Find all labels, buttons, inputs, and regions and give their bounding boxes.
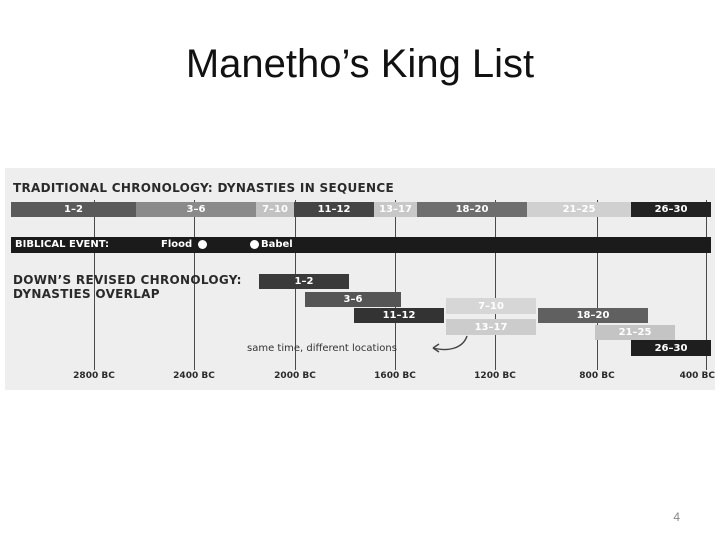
gridline-2400: [194, 200, 195, 370]
flood-label: Flood: [161, 239, 193, 250]
chronology-figure: TRADITIONAL CHRONOLOGY: DYNASTIES IN SEQ…: [5, 168, 715, 390]
revised-dynasty-13-17: 13–17: [446, 319, 536, 335]
axis-label-2400bc: 2400 BC: [173, 371, 215, 381]
biblical-event-band: [11, 237, 711, 253]
page-number: 4: [673, 510, 680, 524]
revised-dynasty-11-12: 11–12: [354, 308, 444, 323]
traditional-dynasty-18-20: 18–20: [417, 202, 527, 217]
revised-dynasty-21-25: 21–25: [595, 325, 675, 340]
revised-dynasty-1-2: 1–2: [259, 274, 349, 289]
flood-dot-icon: [198, 240, 207, 249]
slide-title: Manetho’s King List: [185, 42, 535, 86]
babel-dot-icon: [250, 240, 259, 249]
revised-dynasty-7-10: 7–10: [446, 298, 536, 314]
gridline-400: [706, 200, 707, 370]
axis-label-800bc: 800 BC: [579, 371, 615, 381]
revised-chronology-heading-line2: DYNASTIES OVERLAP: [13, 287, 160, 301]
biblical-event-label: BIBLICAL EVENT:: [15, 239, 110, 250]
gridline-2800: [94, 200, 95, 370]
babel-label: Babel: [261, 239, 293, 250]
revised-dynasty-3-6: 3–6: [305, 292, 401, 307]
traditional-dynasty-26-30: 26–30: [631, 202, 711, 217]
revised-chronology-heading-line1: DOWN’S REVISED CHRONOLOGY:: [13, 273, 242, 287]
axis-label-1600bc: 1600 BC: [374, 371, 416, 381]
curved-arrow-icon: [432, 335, 468, 353]
gridline-1200: [495, 200, 496, 370]
axis-label-2800bc: 2800 BC: [73, 371, 115, 381]
traditional-dynasty-13-17: 13–17: [374, 202, 417, 217]
traditional-dynasty-7-10: 7–10: [256, 202, 294, 217]
traditional-chronology-heading: TRADITIONAL CHRONOLOGY: DYNASTIES IN SEQ…: [13, 181, 394, 195]
traditional-dynasty-1-2: 1–2: [11, 202, 136, 217]
axis-label-1200bc: 1200 BC: [474, 371, 516, 381]
axis-label-400bc: 400 BC: [679, 371, 715, 381]
gridline-1600: [395, 200, 396, 370]
traditional-dynasty-21-25: 21–25: [527, 202, 631, 217]
revised-dynasty-26-30: 26–30: [631, 340, 711, 356]
overlap-annotation: same time, different locations: [247, 343, 397, 354]
traditional-dynasty-11-12: 11–12: [294, 202, 374, 217]
gridline-800: [597, 200, 598, 370]
axis-label-2000bc: 2000 BC: [274, 371, 316, 381]
revised-dynasty-18-20: 18–20: [538, 308, 648, 323]
traditional-dynasty-3-6: 3–6: [136, 202, 256, 217]
